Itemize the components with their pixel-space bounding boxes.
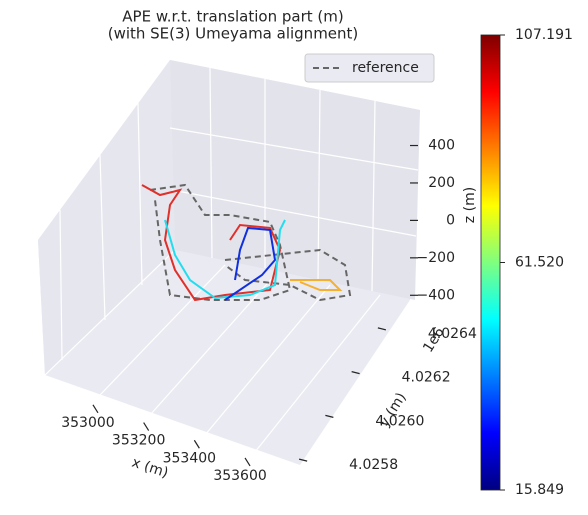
zticks-label: −400 — [417, 287, 455, 303]
yticks-mark — [377, 327, 387, 331]
colorbar — [480, 34, 501, 491]
yticks-mark — [298, 458, 308, 462]
zticks-label: 400 — [428, 138, 455, 154]
colorbar-tick-label: 107.191 — [515, 27, 573, 43]
xticks-mark — [143, 422, 150, 431]
xticks-label: 353200 — [112, 433, 165, 449]
panes — [38, 60, 420, 465]
yticks-label: 4.0262 — [402, 370, 451, 386]
xticks-label: 353600 — [213, 468, 266, 484]
zticks-label: 0 — [446, 212, 455, 228]
xticks-label: 353000 — [61, 415, 114, 431]
yticks-label: 4.0258 — [349, 457, 398, 473]
xticks-label: 353400 — [163, 450, 216, 466]
z-axis-label: z (m) — [462, 187, 478, 223]
yticks-mark — [325, 414, 334, 418]
xticks-mark — [193, 439, 200, 449]
yticks-label: 4.0260 — [375, 413, 424, 429]
yticks-mark — [351, 371, 360, 375]
colorbar-tick-label: 61.520 — [515, 255, 564, 271]
trajectory — [141, 183, 352, 302]
yticks-label: 4.0264 — [428, 326, 477, 342]
chart-title: APE w.r.t. translation part (m) — [122, 8, 343, 26]
xticks-mark — [244, 457, 251, 467]
zticks-label: −200 — [417, 250, 455, 266]
zticks-label: 200 — [428, 175, 455, 191]
legend-label: reference — [352, 60, 419, 76]
chart-subtitle: (with SE(3) Umeyama alignment) — [108, 25, 359, 43]
xticks-mark — [92, 404, 99, 414]
legend — [304, 53, 435, 83]
colorbar-tick-label: 15.849 — [515, 482, 564, 498]
